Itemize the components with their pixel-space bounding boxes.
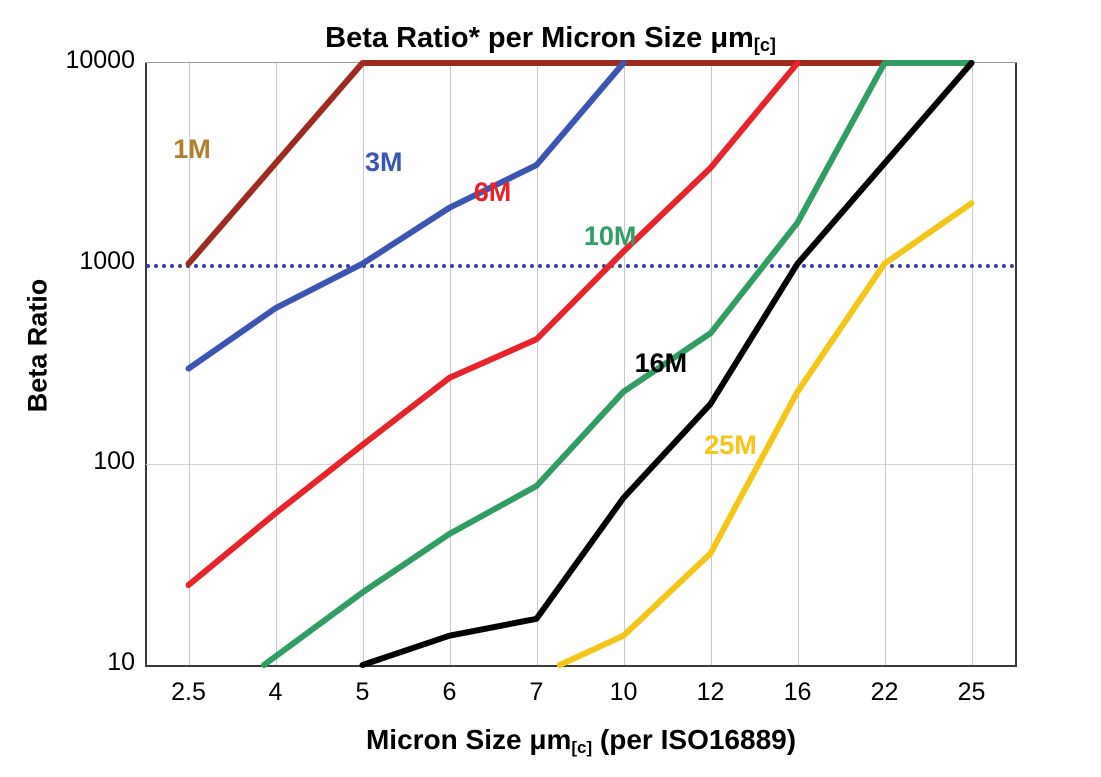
x-tick-label: 6 [442,678,457,706]
vertical-gridline [276,63,277,665]
chart-title-mu: μm [710,22,754,54]
plot-border-right [1015,63,1017,666]
x-tick-label: 5 [355,678,370,706]
y-tick-label: 100 [93,447,135,476]
x-tick-label: 10 [609,678,638,706]
x-tick-label: 2.5 [171,678,206,706]
y-tick-label: 10 [107,648,135,676]
y-tick-label: 1000 [79,246,135,275]
chart-title: Beta Ratio* per Micron Size μm[c] [0,22,1101,56]
x-axis-title-main: Micron Size [365,724,530,755]
chart-title-subscript: [c] [753,35,776,55]
y-axis-tick-labels: 10 100 1000 10000 [0,0,136,777]
x-axis-title-tail: (per ISO16889) [592,724,797,755]
x-tick-label: 7 [529,678,544,706]
x-tick-label: 12 [696,678,725,706]
x-axis-title-subscript: [c] [571,738,593,757]
series-label-3m: 3M [364,147,403,178]
series-label-16m: 16M [634,347,688,378]
chart-title-main: Beta Ratio* per Micron Size [325,22,711,54]
series-label-25m: 25M [704,430,757,461]
x-axis-title-mu: μm [529,724,572,755]
series-label-6m: 6M [473,176,512,207]
x-tick-label: 25 [957,678,986,706]
vertical-gridline [798,63,799,665]
y-tick-label: 10000 [65,46,135,74]
vertical-gridline [537,63,538,665]
vertical-gridline [711,63,712,665]
vertical-gridline [450,63,451,665]
vertical-gridline [363,63,364,665]
x-tick-label: 22 [870,678,899,706]
vertical-gridline [624,63,625,665]
vertical-gridline [972,63,973,665]
x-axis-title: Micron Size μm[c] (per ISO16889) [145,724,1017,758]
series-label-1m: 1M [173,134,211,165]
reference-line-1000 [146,263,1015,268]
series-label-10m: 10M [583,221,637,252]
vertical-gridline [885,63,886,665]
x-tick-label: 16 [783,678,812,706]
x-tick-label: 4 [268,678,283,706]
